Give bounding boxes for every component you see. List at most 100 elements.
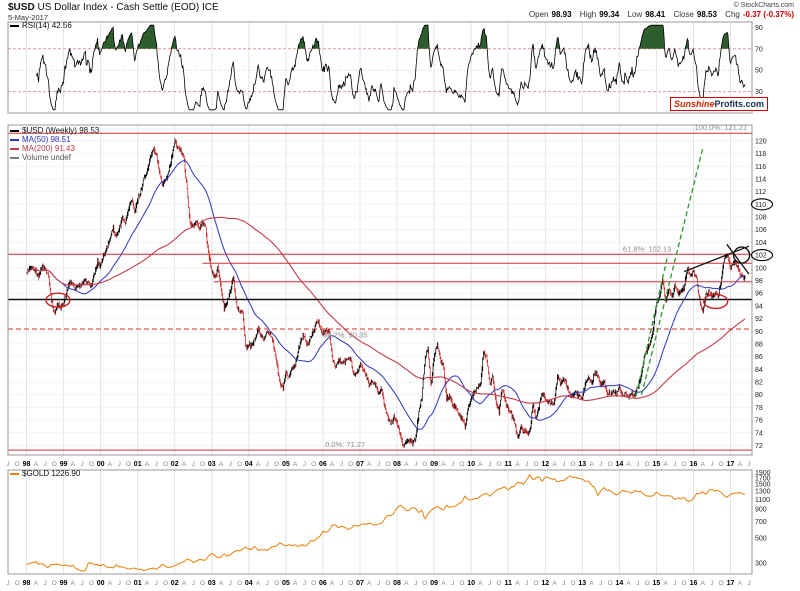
svg-text:J: J xyxy=(229,461,232,468)
svg-text:72: 72 xyxy=(755,443,763,450)
svg-text:900: 900 xyxy=(755,507,767,514)
gold-legend-text: $GOLD 1226.90 xyxy=(22,469,81,478)
svg-text:13: 13 xyxy=(578,461,586,468)
svg-text:A: A xyxy=(293,580,298,587)
svg-text:A: A xyxy=(738,580,743,587)
svg-text:O: O xyxy=(608,461,613,468)
svg-text:0.0%: 71.27: 0.0%: 71.27 xyxy=(325,440,365,449)
volume-legend-text: Volume undef xyxy=(22,153,71,162)
svg-text:A: A xyxy=(108,461,113,468)
svg-text:61.8%: 102.13: 61.8%: 102.13 xyxy=(623,244,671,253)
svg-text:O: O xyxy=(274,580,279,587)
svg-text:08: 08 xyxy=(393,461,401,468)
svg-text:A: A xyxy=(589,461,594,468)
instrument-name: US Dollar Index - Cash Settle (EOD) ICE xyxy=(37,2,219,13)
svg-text:00: 00 xyxy=(97,580,105,587)
svg-text:06: 06 xyxy=(319,461,327,468)
svg-text:O: O xyxy=(163,580,168,587)
svg-text:O: O xyxy=(645,580,650,587)
close-label: Close xyxy=(673,10,694,19)
svg-text:J: J xyxy=(340,580,343,587)
svg-text:03: 03 xyxy=(208,580,216,587)
svg-text:O: O xyxy=(237,461,242,468)
svg-text:O: O xyxy=(719,461,724,468)
svg-text:13: 13 xyxy=(578,580,586,587)
svg-text:102: 102 xyxy=(755,253,767,260)
svg-text:J: J xyxy=(266,580,269,587)
svg-text:O: O xyxy=(385,580,390,587)
svg-text:82: 82 xyxy=(755,380,763,387)
svg-text:90: 90 xyxy=(755,25,763,32)
svg-text:O: O xyxy=(348,580,353,587)
svg-text:1300: 1300 xyxy=(755,489,771,496)
svg-text:A: A xyxy=(664,580,669,587)
svg-text:A: A xyxy=(515,461,520,468)
svg-text:A: A xyxy=(552,580,557,587)
svg-text:700: 700 xyxy=(755,519,767,526)
price-legend: $USD (Weekly) 98.53 xyxy=(10,126,99,135)
rsi-chart-panel: 90 70 50 30 xyxy=(7,21,763,114)
svg-text:A: A xyxy=(478,461,483,468)
svg-text:J: J xyxy=(710,580,713,587)
price-legend-text: $USD (Weekly) 98.53 xyxy=(22,126,100,135)
svg-text:J: J xyxy=(266,461,269,468)
svg-text:O: O xyxy=(570,580,575,587)
svg-text:J: J xyxy=(155,580,158,587)
svg-text:J: J xyxy=(6,461,9,468)
ma50-line-swatch-icon xyxy=(10,138,19,141)
svg-text:94: 94 xyxy=(755,303,763,310)
svg-text:O: O xyxy=(682,461,687,468)
low-label: Low xyxy=(627,10,643,19)
price-chart-panel: 100.0%: 121.21 61.8%: 102.13 38.2%: 90.35 0… xyxy=(6,123,774,468)
svg-text:J: J xyxy=(80,461,83,468)
volume-legend: Volume undef xyxy=(10,153,71,162)
ma200-line-swatch-icon xyxy=(10,147,19,150)
svg-text:J: J xyxy=(340,461,343,468)
svg-text:120: 120 xyxy=(755,138,767,145)
svg-text:J: J xyxy=(673,580,676,587)
svg-text:O: O xyxy=(89,580,94,587)
svg-text:50: 50 xyxy=(755,68,763,75)
svg-text:07: 07 xyxy=(356,461,364,468)
svg-text:O: O xyxy=(15,580,20,587)
svg-text:J: J xyxy=(43,461,46,468)
svg-text:J: J xyxy=(303,580,306,587)
svg-text:1100: 1100 xyxy=(755,497,770,504)
svg-text:O: O xyxy=(385,461,390,468)
svg-text:104: 104 xyxy=(755,240,767,247)
svg-text:J: J xyxy=(747,461,750,468)
svg-text:30: 30 xyxy=(755,89,763,96)
svg-text:O: O xyxy=(52,580,57,587)
svg-text:15: 15 xyxy=(653,580,661,587)
svg-text:O: O xyxy=(200,461,205,468)
svg-text:01: 01 xyxy=(134,580,142,587)
svg-text:O: O xyxy=(163,461,168,468)
svg-text:O: O xyxy=(311,461,316,468)
chg-label: Chg xyxy=(725,10,740,19)
svg-text:O: O xyxy=(533,580,538,587)
svg-text:O: O xyxy=(52,461,57,468)
svg-text:O: O xyxy=(274,461,279,468)
svg-text:J: J xyxy=(229,580,232,587)
svg-text:80: 80 xyxy=(755,392,763,399)
gold-legend: $GOLD 1226.90 xyxy=(10,469,80,478)
svg-text:16: 16 xyxy=(690,580,698,587)
svg-text:O: O xyxy=(533,461,538,468)
svg-text:J: J xyxy=(192,461,195,468)
svg-text:05: 05 xyxy=(282,580,290,587)
rsi-line-swatch-icon xyxy=(10,24,19,27)
svg-text:A: A xyxy=(404,580,409,587)
svg-text:A: A xyxy=(626,461,631,468)
svg-text:17: 17 xyxy=(727,461,735,468)
svg-text:O: O xyxy=(15,461,20,468)
svg-text:05: 05 xyxy=(282,461,290,468)
svg-text:J: J xyxy=(599,461,602,468)
svg-text:00: 00 xyxy=(97,461,105,468)
svg-text:A: A xyxy=(145,580,150,587)
sunshineprofits-logo[interactable]: SunshineProfits.com xyxy=(670,97,769,111)
high-value: 99.34 xyxy=(599,10,620,19)
svg-text:14: 14 xyxy=(616,580,624,587)
svg-text:O: O xyxy=(570,461,575,468)
rsi-legend: RSI(14) 42.56 xyxy=(10,21,72,30)
svg-text:16: 16 xyxy=(690,461,698,468)
